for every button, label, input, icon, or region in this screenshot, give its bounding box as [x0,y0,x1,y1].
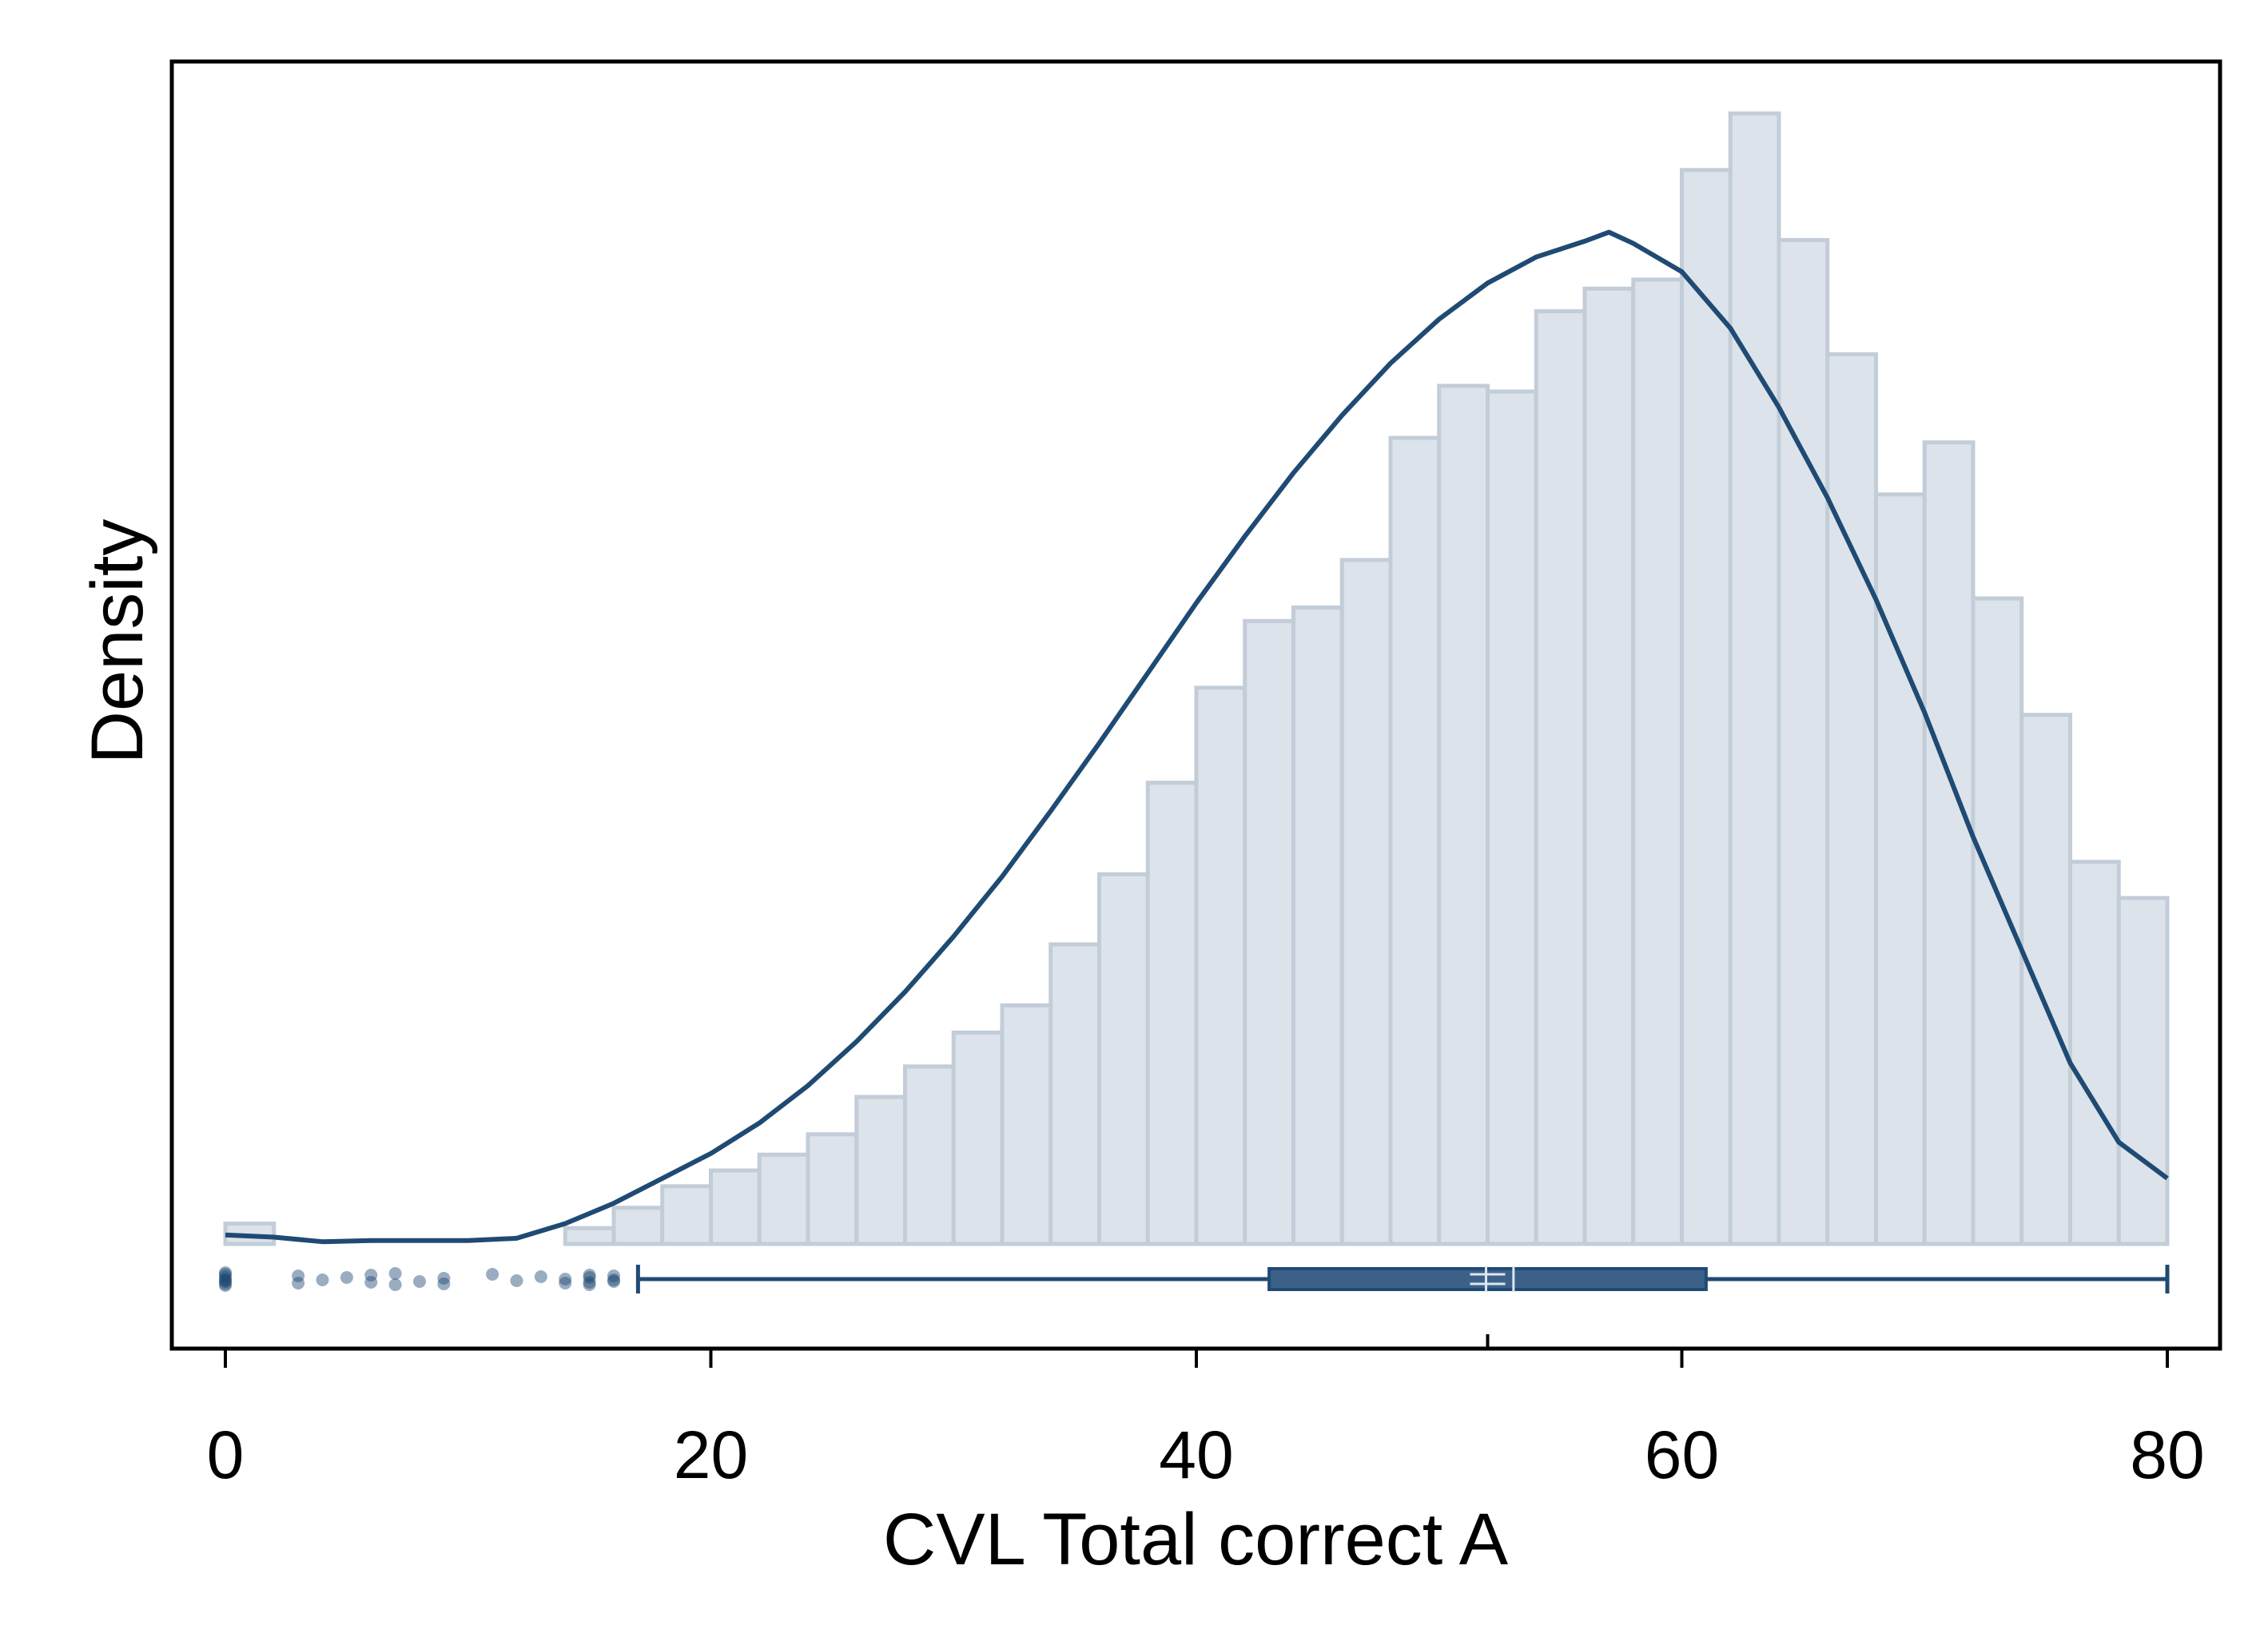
histogram-bar [757,1152,810,1246]
outlier-point [583,1278,596,1291]
histogram-bar [1048,942,1101,1246]
histogram-bar [903,1064,956,1246]
histogram-bar [1534,309,1587,1246]
outlier-point [219,1277,232,1290]
histogram-bar [1680,168,1733,1246]
outlier-point [340,1271,353,1284]
histogram-bar [1825,352,1878,1246]
outlier-point [364,1269,378,1281]
histogram-bar [1971,596,2024,1246]
boxplot-box [1267,1267,1708,1291]
outlier-point [413,1275,426,1288]
outlier-point [583,1276,596,1289]
histogram-bar [1631,277,1684,1246]
y-axis-title: Density [77,519,158,765]
outlier-point [607,1270,620,1282]
outlier-point [219,1268,232,1281]
histogram-bar [1728,111,1781,1246]
histogram-bar [1194,685,1247,1246]
histogram-bar [611,1206,665,1246]
outlier-point [292,1277,305,1289]
outlier-point [292,1270,305,1282]
outlier-point [316,1274,329,1286]
outlier-point [486,1268,499,1281]
histogram-bar [854,1095,907,1246]
x-tick-label: 40 [1159,1417,1233,1492]
histogram-bar [1486,389,1538,1246]
outlier-point [607,1274,620,1286]
histogram-bar [1243,618,1295,1246]
x-tick-label: 80 [2130,1417,2204,1492]
histogram-bar [709,1168,762,1246]
outlier-point [559,1273,572,1285]
density-curve [225,229,2169,1245]
histogram-bar [806,1132,859,1246]
outlier-point [607,1275,620,1288]
outlier-point [219,1270,232,1283]
histogram-bar [660,1184,713,1246]
histogram-bar [2068,860,2121,1246]
outlier-point [219,1266,232,1279]
outlier-point [219,1273,232,1285]
histogram-bar [1145,781,1199,1246]
histogram-bar [1291,605,1344,1246]
outlier-point [388,1267,402,1280]
histogram-bar [1097,872,1150,1246]
outlier-point [559,1277,572,1289]
outlier-point [510,1274,523,1287]
histogram-bar [1388,435,1442,1246]
outlier-point [534,1270,547,1283]
outlier-point [437,1277,451,1290]
outlier-point [388,1278,402,1291]
x-axis-title: CVL Total correct A [883,1499,1509,1580]
histogram-bar [1874,492,1927,1246]
histogram-bar [563,1226,616,1246]
x-tick-label: 20 [674,1417,748,1492]
outlier-point [583,1271,596,1284]
histogram-bar [1000,1003,1053,1246]
outlier-point [583,1269,596,1281]
histogram-bar [1922,440,1976,1246]
histogram-bar [1339,558,1393,1246]
x-tick-label: 60 [1645,1417,1719,1492]
histogram-bar [1582,286,1636,1246]
outlier-point [437,1272,451,1285]
outlier-point [219,1279,232,1292]
histogram-bar [2116,896,2170,1246]
outlier-point [219,1275,232,1288]
histogram-bar [1437,383,1490,1246]
outlier-point [364,1276,378,1289]
x-axis-ticks: 0 20 40 60 80 [207,1334,2205,1492]
x-tick-label: 0 [207,1417,245,1492]
outlier-point [219,1274,232,1287]
histogram-bar [2019,713,2072,1246]
histogram-bar [1777,237,1830,1246]
histogram-bar [951,1030,1005,1246]
boxplot [635,1265,2170,1293]
outlier-points [219,1266,620,1292]
